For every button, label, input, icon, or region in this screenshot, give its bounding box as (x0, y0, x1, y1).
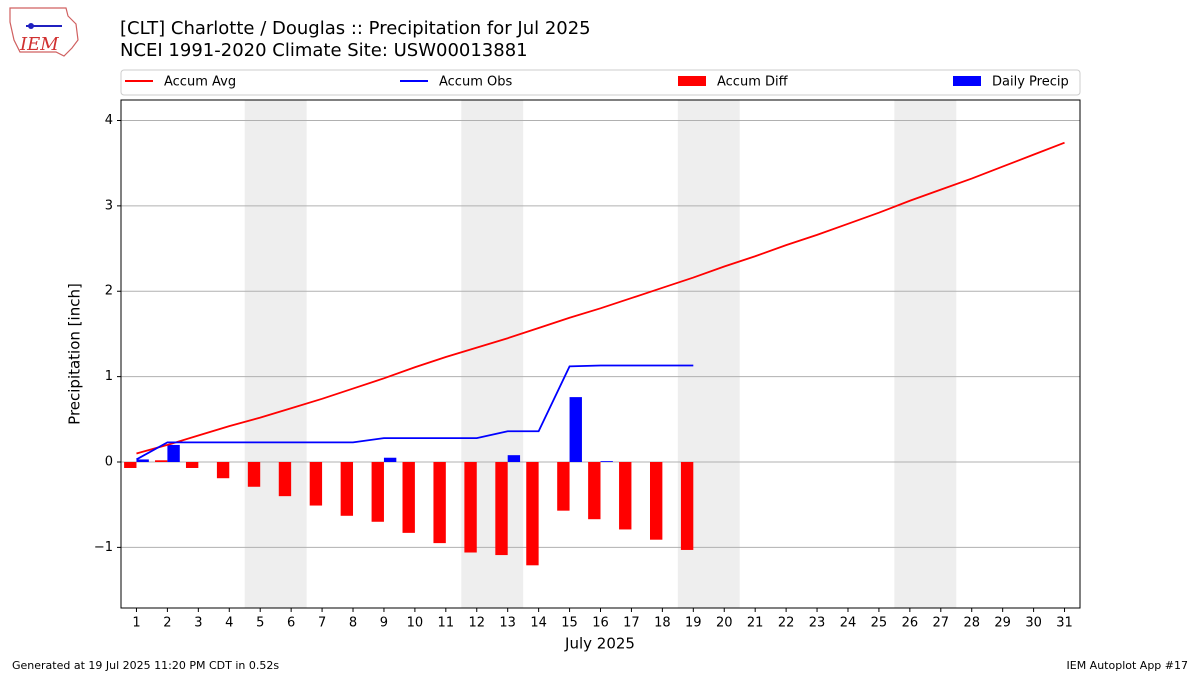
bar (309, 462, 323, 506)
x-axis-label: July 2025 (564, 635, 635, 653)
x-tick-label: 29 (994, 616, 1011, 631)
legend-swatch (953, 76, 981, 86)
x-tick-label: 17 (623, 616, 640, 631)
bar (557, 462, 570, 511)
logo: IEM (9, 7, 79, 57)
bar (136, 459, 149, 463)
y-tick-label: 1 (105, 369, 113, 384)
y-tick-label: 2 (105, 284, 113, 299)
bar (402, 462, 415, 533)
logo-dot (28, 23, 34, 29)
chart-subtitle: NCEI 1991-2020 Climate Site: USW00013881 (120, 40, 528, 61)
x-tick-label: 19 (685, 616, 702, 631)
x-tick-label: 28 (963, 616, 980, 631)
bar (278, 462, 292, 497)
bar (247, 462, 261, 487)
bar (185, 462, 199, 468)
bar (619, 462, 632, 530)
bar (383, 457, 397, 463)
footer-right: IEM Autoplot App #17 (1067, 659, 1189, 672)
bar (649, 462, 663, 540)
legend-label: Accum Diff (717, 75, 789, 90)
bar (569, 397, 582, 463)
x-tick-label: 22 (778, 616, 795, 631)
weekend-shade (894, 100, 957, 608)
line (136, 364, 694, 461)
bar (340, 462, 354, 516)
bar (680, 462, 694, 550)
bar (433, 462, 446, 544)
bar (371, 462, 384, 522)
x-tick-label: 9 (380, 616, 388, 631)
x-tick-label: 6 (287, 616, 295, 631)
plot-frame (120, 99, 1081, 609)
x-tick-label: 25 (871, 616, 888, 631)
x-tick-label: 18 (654, 616, 671, 631)
y-tick-label: −1 (94, 540, 113, 555)
x-tick-label: 2 (163, 616, 171, 631)
x-tick-label: 15 (561, 616, 578, 631)
bar (495, 462, 508, 556)
legend-label: Accum Obs (439, 75, 512, 90)
x-tick-label: 10 (407, 616, 424, 631)
y-tick-label: 3 (105, 198, 113, 213)
x-tick-label: 21 (747, 616, 764, 631)
legend-label: Daily Precip (992, 75, 1069, 90)
x-tick-label: 14 (530, 616, 547, 631)
bar (588, 462, 601, 520)
bar (600, 461, 613, 463)
x-tick-label: 11 (438, 616, 455, 631)
x-tick-label: 13 (499, 616, 516, 631)
legend-swatch (678, 76, 706, 86)
logo-text: IEM (19, 34, 59, 55)
x-tick-label: 20 (716, 616, 733, 631)
bar (124, 462, 137, 468)
logo-outline (9, 7, 79, 57)
bar (167, 444, 180, 463)
x-tick-label: 24 (840, 616, 857, 631)
x-tick-label: 5 (256, 616, 264, 631)
bar (526, 462, 539, 566)
bar (464, 462, 477, 553)
x-tick-label: 8 (349, 616, 357, 631)
x-tick-label: 26 (902, 616, 919, 631)
x-tick-label: 3 (194, 616, 202, 631)
legend-box (120, 69, 1081, 96)
line (136, 141, 1065, 455)
footer-left: Generated at 19 Jul 2025 11:20 PM CDT in… (12, 659, 279, 672)
x-tick-label: 23 (809, 616, 826, 631)
x-tick-label: 16 (592, 616, 609, 631)
chart-title: [CLT] Charlotte / Douglas :: Precipitati… (120, 18, 591, 39)
legend-label: Accum Avg (164, 75, 236, 90)
weekend-shade (244, 100, 307, 608)
y-tick-label: 0 (105, 455, 113, 470)
x-tick-label: 30 (1025, 616, 1042, 631)
x-tick-label: 7 (318, 616, 326, 631)
y-axis-label: Precipitation [inch] (66, 283, 84, 425)
x-tick-label: 27 (933, 616, 950, 631)
bar (507, 455, 521, 463)
y-tick-label: 4 (105, 113, 113, 128)
x-tick-label: 31 (1056, 616, 1073, 631)
x-tick-label: 1 (132, 616, 140, 631)
x-tick-label: 4 (225, 616, 233, 631)
bar (216, 462, 230, 479)
x-tick-label: 12 (468, 616, 485, 631)
bar (155, 460, 168, 463)
